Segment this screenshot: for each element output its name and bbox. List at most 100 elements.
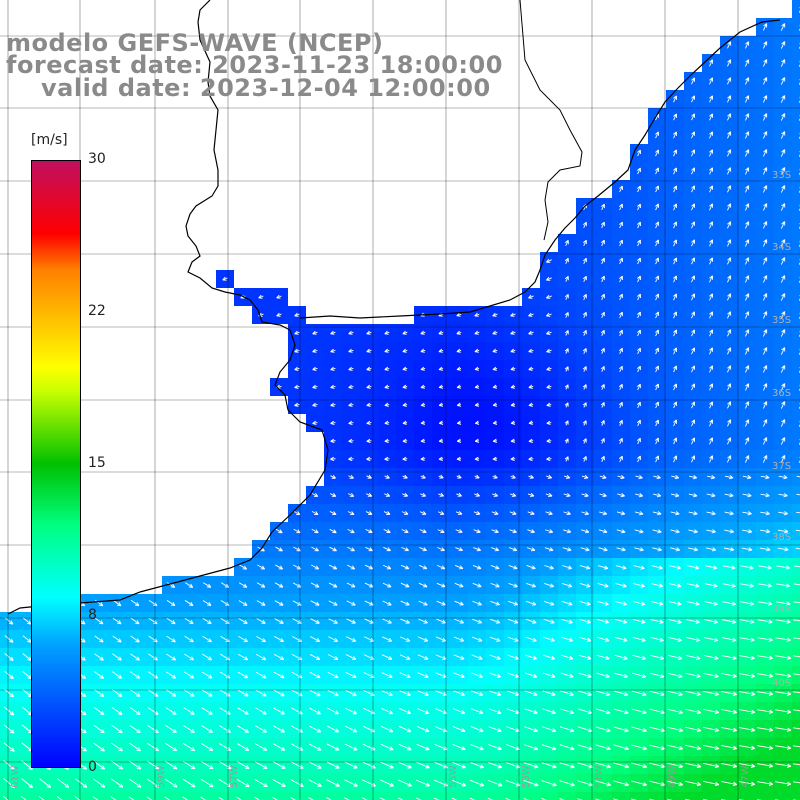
wind-arrow [564,420,569,426]
wind-arrow [507,654,519,660]
wind-arrow [704,583,718,588]
wind-arrow [780,113,786,121]
wind-arrow [757,619,773,624]
wind-arrow [691,383,695,391]
wind-arrow [470,726,484,733]
longitude-label: 59W [156,765,167,788]
wind-arrow [380,761,394,769]
wind-arrow [727,239,732,247]
wind-arrow [524,744,539,751]
wind-arrow [762,149,768,157]
wind-arrow [614,636,628,642]
wind-arrow [111,689,123,697]
wind-arrow [581,511,589,516]
wind-arrow [344,779,358,787]
wind-arrow [255,671,267,679]
wind-arrow [402,384,408,389]
forecast-date: forecast date: 2023-11-23 18:00:00 [6,51,503,79]
wind-arrow [470,761,485,769]
wind-arrow [294,384,300,389]
latitude-label: 39S [772,604,791,615]
wind-arrow [778,475,788,480]
wind-arrow [183,742,196,752]
wind-arrow [438,420,444,425]
wind-arrow [724,493,734,498]
wind-speed-cell [522,792,540,800]
wind-arrow [94,671,105,679]
wind-arrow [510,312,516,317]
wind-arrow [38,795,45,800]
wind-speed-cell [792,288,800,306]
wind-arrow [402,420,408,425]
wind-arrow [309,654,321,661]
wind-arrow [655,185,659,193]
wind-arrow [489,690,502,696]
wind-arrow [380,743,394,751]
wind-arrow [492,330,498,335]
wind-arrow [438,492,444,497]
colorbar [31,160,81,768]
wind-speed-cell [792,252,800,270]
wind-arrow [722,619,737,624]
wind-speed-cell [540,792,558,800]
wind-arrow [546,420,552,425]
wind-arrow [237,671,249,679]
wind-arrow [344,761,358,769]
wind-arrow [384,474,390,479]
wind-arrow [528,456,534,462]
wind-arrow [762,41,768,49]
wind-arrow [470,744,484,751]
river-coastline [519,0,583,241]
wind-arrow [709,293,714,301]
wind-arrow [4,635,14,643]
wind-arrow [780,77,786,85]
wind-arrow [742,475,752,480]
wind-arrow [510,330,516,335]
wind-arrow [238,653,249,661]
wind-arrow [543,636,555,642]
wind-arrow [129,707,141,716]
wind-arrow [130,635,140,643]
wind-arrow [451,797,458,800]
wind-arrow [420,438,426,443]
wind-arrow [667,726,684,733]
wind-arrow [366,474,372,479]
wind-arrow [775,619,791,624]
wind-arrow [528,384,534,389]
wind-arrow [793,619,800,622]
wind-arrow [669,565,681,570]
wind-arrow [691,311,696,319]
wind-arrow [274,618,284,624]
wind-arrow [780,329,786,337]
wind-arrow [326,797,333,800]
wind-arrow [780,185,786,193]
wind-arrow [703,672,719,678]
wind-arrow [38,778,52,788]
wind-arrow [488,726,502,733]
wind-arrow [182,760,196,770]
wind-arrow [543,618,555,624]
wind-arrow [600,257,605,265]
wind-arrow [524,708,538,715]
wind-arrow [398,743,412,751]
wind-arrow [474,420,480,425]
wind-arrow [727,365,732,373]
wind-arrow [582,293,587,300]
wind-arrow [348,456,354,462]
wind-arrow [219,707,231,715]
wind-arrow [326,779,340,787]
wind-arrow [559,744,575,751]
wind-arrow [650,654,665,660]
wind-arrow [599,474,607,480]
wind-arrow [545,276,552,281]
wind-arrow [561,600,573,606]
wind-arrow [544,565,554,570]
wind-arrow [686,583,700,588]
wind-arrow [706,511,716,516]
wind-arrow [727,95,732,103]
wind-arrow [273,707,285,715]
wind-arrow [582,239,587,247]
colorbar-tick-8: 8 [88,607,97,623]
wind-arrow [724,511,734,516]
